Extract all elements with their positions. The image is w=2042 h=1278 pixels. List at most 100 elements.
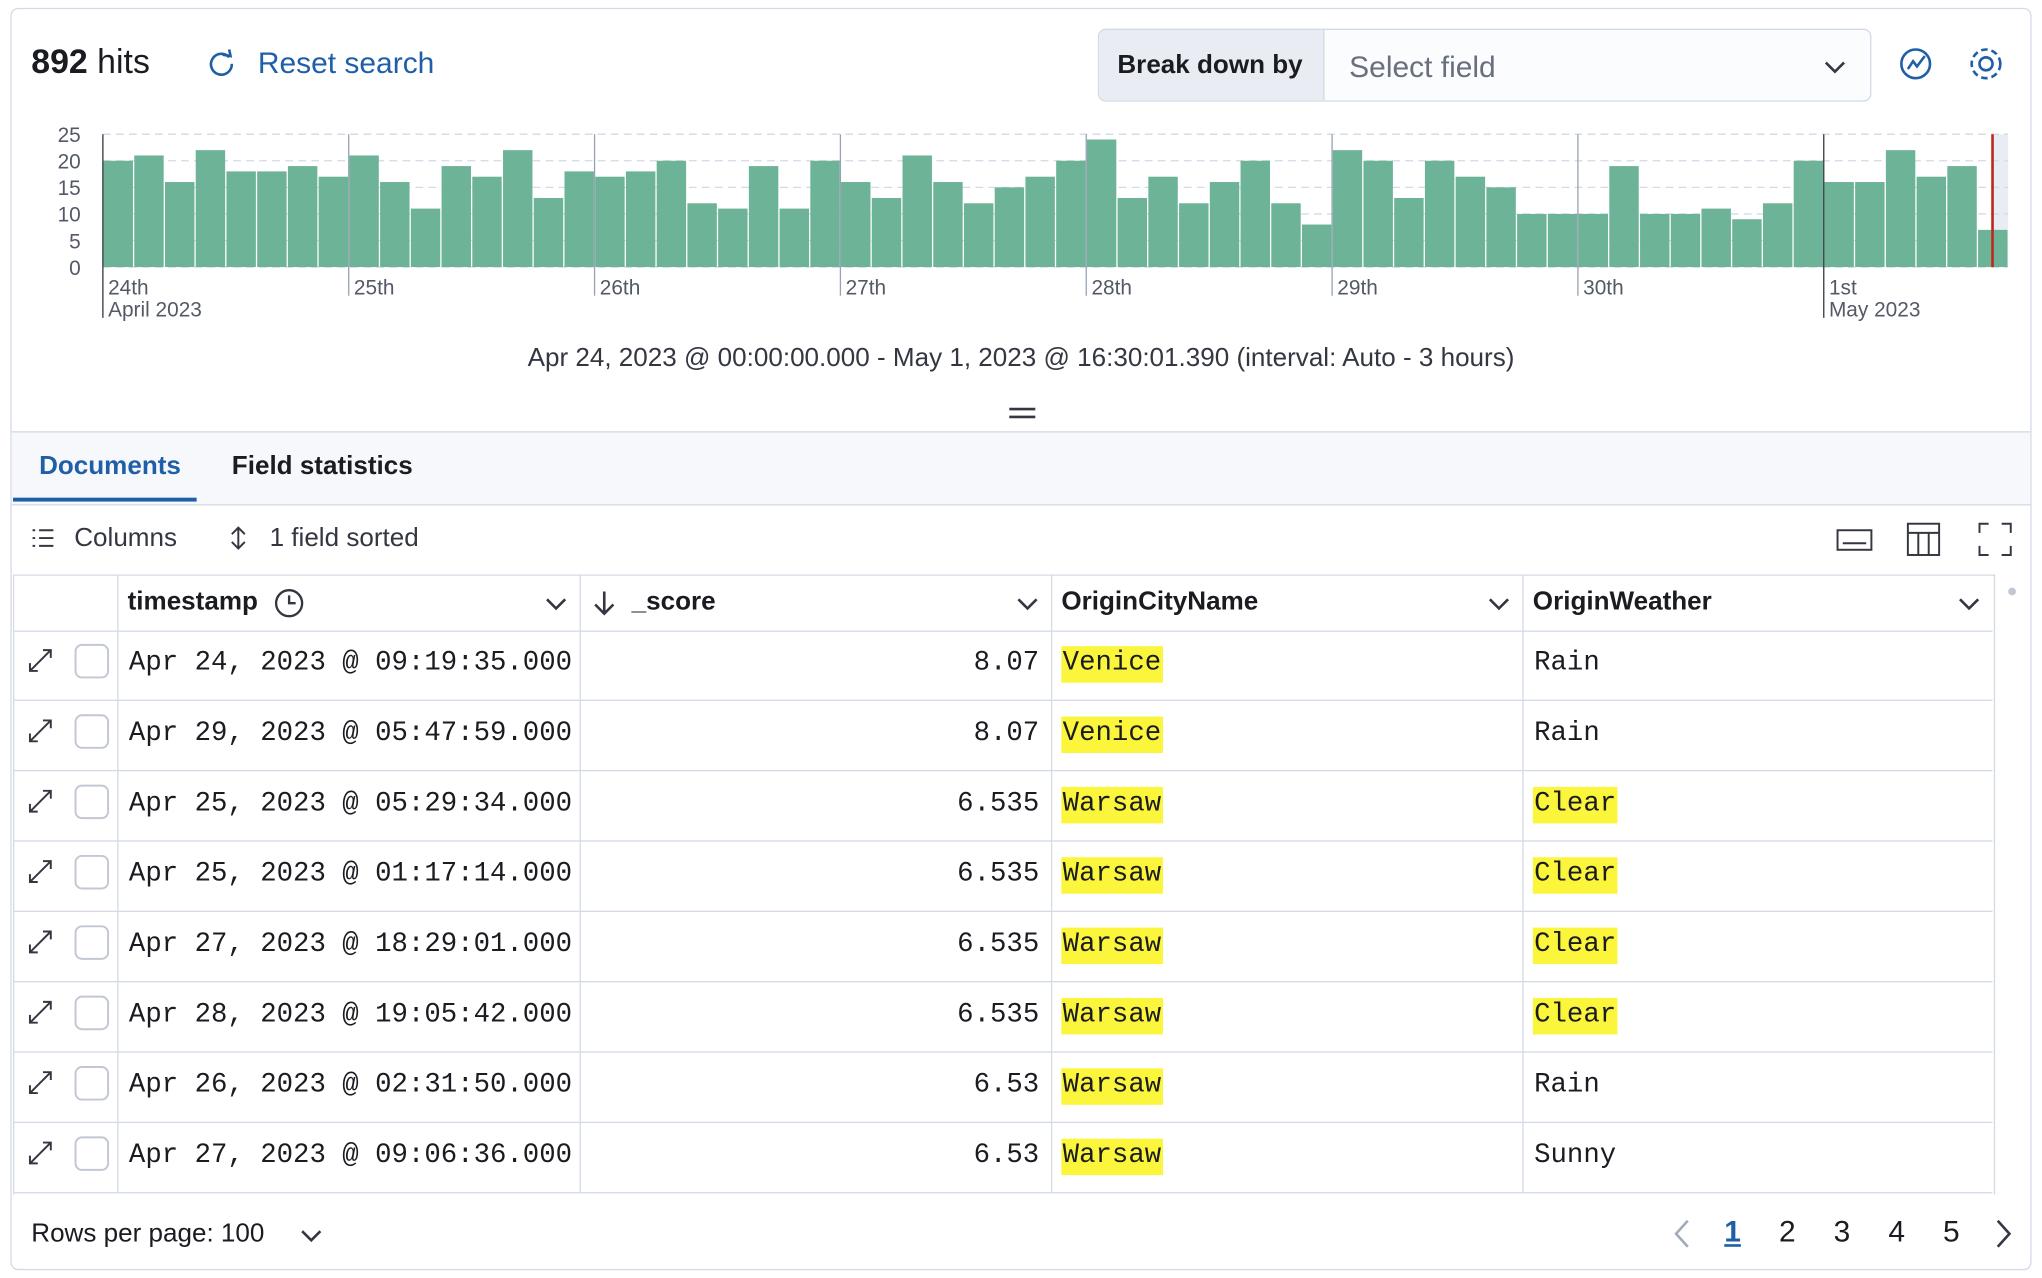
- table-cell: Warsaw: [1061, 997, 1163, 1035]
- bar: [164, 182, 195, 268]
- row-divider: [14, 910, 1993, 912]
- table-cell: Warsaw: [1061, 786, 1163, 824]
- breakdown-label: Break down by: [1117, 50, 1303, 80]
- page-link[interactable]: 4: [1888, 1214, 1906, 1249]
- bar: [287, 166, 318, 268]
- breakdown-control[interactable]: Break down by Select field: [1097, 28, 1872, 102]
- bar: [1732, 219, 1762, 268]
- bar: [656, 160, 687, 268]
- table-cell: Clear: [1532, 927, 1618, 965]
- expand-icon[interactable]: [26, 787, 55, 816]
- settings-icon[interactable]: [1965, 43, 2007, 85]
- reset-search[interactable]: Reset search: [257, 45, 435, 80]
- hit-count: 892 hits: [31, 42, 150, 82]
- resize-handle[interactable]: [1008, 405, 1037, 421]
- row-checkbox[interactable]: [74, 925, 110, 961]
- table-cell: Rain: [1534, 719, 1600, 750]
- bar: [103, 160, 133, 268]
- tab[interactable]: Field statistics: [231, 452, 413, 481]
- table-cell: Warsaw: [1061, 857, 1163, 894]
- row-checkbox[interactable]: [74, 1066, 110, 1102]
- row-checkbox[interactable]: [74, 1136, 110, 1172]
- x-tick-label: 28th: [1091, 276, 1132, 299]
- row-checkbox[interactable]: [74, 995, 110, 1031]
- expand-icon[interactable]: [26, 857, 55, 886]
- bar: [595, 176, 625, 268]
- page-link[interactable]: 2: [1778, 1214, 1796, 1249]
- bar: [257, 171, 287, 268]
- expand-icon[interactable]: [26, 1068, 55, 1097]
- expand-icon[interactable]: [26, 928, 55, 957]
- table-frame: [13, 574, 1996, 1195]
- table-cell: 6.535: [957, 789, 1040, 820]
- chevron[interactable]: [1486, 590, 1512, 616]
- row-checkbox[interactable]: [74, 714, 110, 750]
- row-divider: [14, 981, 1993, 983]
- sort-button[interactable]: 1 field sorted: [269, 523, 419, 553]
- bar: [871, 197, 902, 268]
- bar: [1179, 203, 1209, 268]
- column-divider: [117, 574, 119, 1194]
- column-header[interactable]: _score: [631, 587, 716, 617]
- bar: [1916, 176, 1947, 268]
- row-checkbox[interactable]: [74, 784, 110, 820]
- columns-button[interactable]: Columns: [74, 523, 178, 553]
- expand-icon[interactable]: [26, 1139, 55, 1168]
- column-header[interactable]: OriginCityName: [1061, 587, 1259, 617]
- grid-toolbar-icons[interactable]: [1834, 520, 2016, 559]
- bar: [1148, 176, 1178, 268]
- chevron[interactable]: [1956, 590, 1982, 616]
- column-divider: [1522, 574, 1524, 1194]
- breakdown-select[interactable]: Select field: [1349, 49, 1496, 84]
- row-checkbox[interactable]: [74, 643, 110, 680]
- table-cell: Apr 24, 2023 @ 09:19:35.000: [128, 648, 573, 679]
- reset-icon: [209, 49, 234, 76]
- next-page[interactable]: [1990, 1217, 2016, 1251]
- rows-per-page[interactable]: Rows per page: 100: [31, 1219, 265, 1249]
- x-tick-label: 29th: [1337, 276, 1378, 299]
- table-cell: 6.53: [973, 1070, 1040, 1101]
- table-cell: Apr 25, 2023 @ 01:17:14.000: [128, 859, 573, 890]
- table-cell: Apr 27, 2023 @ 18:29:01.000: [128, 930, 573, 961]
- column-divider: [1050, 574, 1053, 1194]
- bar: [1640, 213, 1670, 268]
- column-header[interactable]: OriginWeather: [1532, 587, 1712, 617]
- chevron: [301, 1230, 322, 1243]
- expand-icon[interactable]: [26, 717, 55, 746]
- column-header[interactable]: timestamp: [127, 587, 258, 617]
- row-checkbox[interactable]: [74, 854, 110, 891]
- page-link[interactable]: 3: [1833, 1214, 1851, 1249]
- chevron[interactable]: [1014, 590, 1040, 616]
- bar: [1947, 166, 1977, 268]
- bar: [718, 208, 748, 268]
- bar: [410, 208, 441, 268]
- table-cell: 8.07: [973, 648, 1040, 679]
- chevron[interactable]: [543, 590, 569, 616]
- prev-page[interactable]: [1670, 1217, 1696, 1251]
- page-link[interactable]: 5: [1943, 1214, 1960, 1249]
- tab[interactable]: Documents: [39, 452, 181, 481]
- x-tick-sublabel: May 2023: [1829, 299, 1920, 322]
- table-cell: Rain: [1534, 1070, 1600, 1101]
- bar: [994, 187, 1025, 268]
- x-tick-label: 26th: [600, 276, 641, 299]
- chart-options-icon[interactable]: [1896, 43, 1938, 85]
- hits-number: 892: [31, 41, 88, 81]
- x-tick-label: 25th: [354, 276, 395, 299]
- bar: [441, 166, 471, 268]
- bar: [1086, 139, 1117, 268]
- expand-icon[interactable]: [26, 998, 55, 1027]
- row-divider: [14, 699, 1993, 701]
- bar: [1517, 213, 1547, 268]
- sort-icon: [231, 526, 246, 550]
- page-link[interactable]: 1: [1724, 1214, 1741, 1249]
- bar: [1547, 213, 1578, 268]
- bar: [226, 171, 256, 268]
- expand-icon[interactable]: [26, 646, 55, 675]
- bar: [1486, 187, 1516, 268]
- y-tick-label: 5: [69, 230, 81, 253]
- bar: [810, 160, 840, 268]
- table-cell: Apr 28, 2023 @ 19:05:42.000: [128, 1000, 573, 1031]
- bar: [1240, 160, 1270, 268]
- bar: [1394, 197, 1424, 268]
